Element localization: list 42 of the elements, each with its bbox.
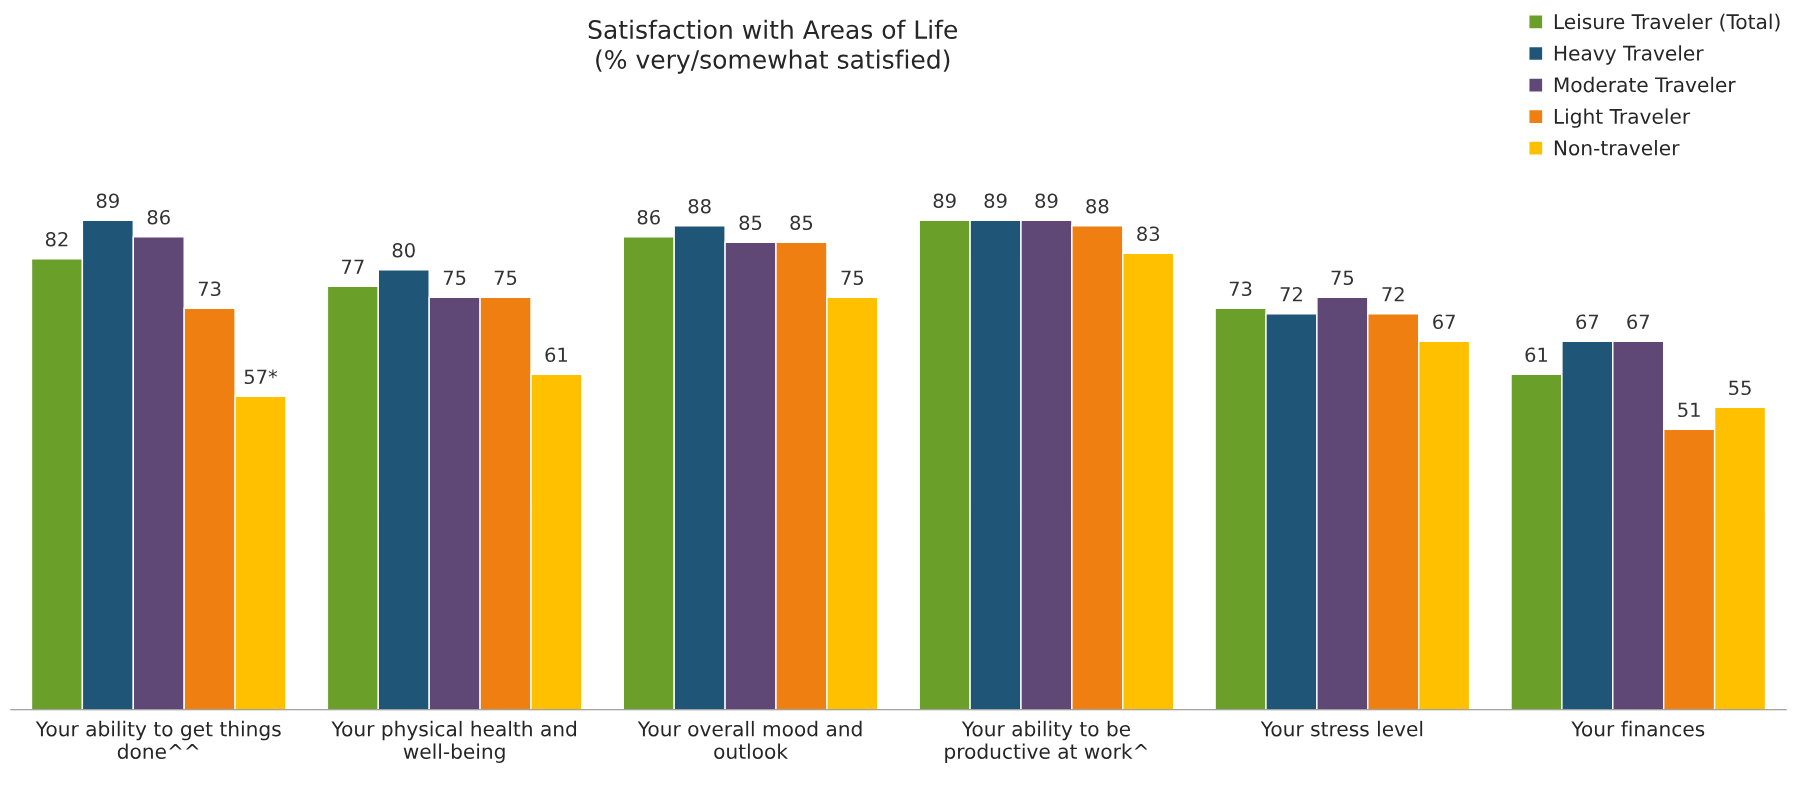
data-label: 83 (1137, 226, 1160, 242)
data-label: 57* (244, 369, 278, 385)
x-tick-label: Your stress level (1260, 720, 1423, 737)
chart-title: Satisfaction with Areas of Life (% very/somewhat satisfied) (588, 19, 957, 74)
legend-label: Light Traveler (1554, 108, 1691, 128)
x-tick-label: Your finances (1571, 720, 1705, 737)
data-label: 86 (637, 209, 660, 225)
data-label: 55 (1729, 380, 1751, 396)
data-label: 75 (841, 270, 864, 286)
legend-label: Non-traveler (1554, 139, 1680, 156)
data-label: 72 (1382, 286, 1404, 302)
data-label: 75 (443, 270, 466, 286)
data-label: 73 (1229, 281, 1252, 297)
data-label: 72 (1280, 286, 1302, 302)
legend-label: Leisure Traveler (Total) (1554, 13, 1780, 32)
data-label: 75 (494, 270, 517, 286)
legend-label: Moderate Traveler (1554, 76, 1736, 93)
data-label: 88 (688, 198, 711, 214)
data-label: 61 (1525, 347, 1548, 363)
data-label: 80 (392, 242, 415, 258)
data-label: 89 (933, 193, 956, 209)
data-label: 75 (1331, 270, 1354, 286)
data-label: 77 (342, 259, 364, 274)
data-label: 67 (1627, 314, 1649, 330)
data-label: 89 (96, 193, 119, 209)
data-label: 88 (1086, 198, 1109, 214)
data-label: 85 (739, 215, 762, 231)
data-label: 82 (45, 231, 68, 247)
x-tick-label: Your ability to get things done^^ (35, 720, 281, 760)
data-label: 51 (1678, 402, 1700, 418)
data-label: 89 (1035, 193, 1058, 209)
x-tick-label: Your overall mood and outlook (637, 720, 862, 760)
data-label: 67 (1576, 314, 1599, 330)
data-label: 89 (984, 193, 1007, 209)
data-label: 85 (790, 215, 813, 231)
legend-label: Heavy Traveler (1554, 45, 1704, 65)
data-label: 61 (545, 347, 568, 363)
data-label: 67 (1433, 314, 1455, 330)
data-label: 86 (147, 209, 170, 225)
x-tick-label: Your ability to be productive at work^ (945, 720, 1148, 763)
data-label: 73 (198, 281, 221, 297)
x-tick-label: Your physical health and well-being (331, 720, 577, 763)
